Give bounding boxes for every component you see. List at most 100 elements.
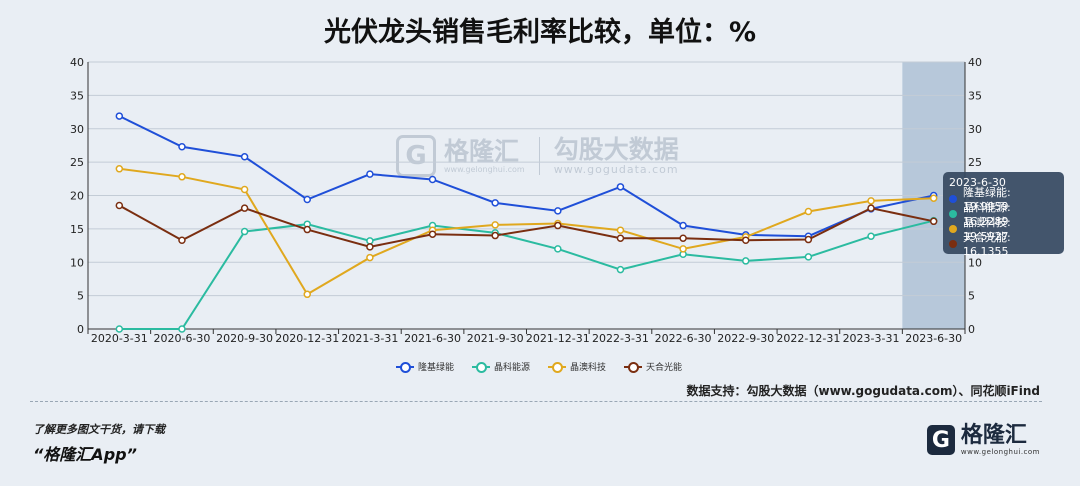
y-tick-label: 25 [70,156,84,169]
tooltip-dot-icon [949,194,957,203]
data-point [742,236,750,244]
data-point [554,221,562,230]
data-point [616,226,625,234]
data-point [804,207,813,216]
y-tick-label: 0 [77,323,84,336]
brand-logo[interactable]: G 格隆汇 www.gelonghui.com [926,422,1040,458]
x-tick-label: 2022-3-31 [592,332,649,345]
chart-legend: 隆基绿能 晶科能源 晶澳科技 天合光能 [396,360,682,373]
logo-url: www.gelonghui.com [960,448,1040,456]
tooltip-row: 天合光能: 16.1355 [949,231,1058,258]
data-point [491,221,499,229]
y-tick-label-right: 25 [968,156,982,169]
data-point [616,183,625,191]
data-point [867,197,875,205]
tooltip-dot-icon [949,239,957,248]
tooltip-text: 晶科能源: 16.2289 [963,201,1011,228]
data-source: 数据支持：勾股大数据（www.gogudata.com）、同花顺iFind [686,384,1040,398]
legend-marker-icon [472,361,491,373]
tooltip-row: 隆基绿能: 19.9959 [949,186,1058,213]
data-point [491,231,499,240]
data-point [115,201,124,210]
tooltip-row: 晶科能源: 16.2289 [949,201,1058,228]
data-point [804,235,813,244]
legend-marker-icon [396,361,414,373]
legend-item[interactable]: 晶澳科技 [548,360,606,373]
watermark: G 格隆汇 www.gelonghui.com 勾股大数据 www.goguda… [396,135,679,177]
tooltip-dot-icon [949,209,957,218]
watermark-separator [538,137,540,175]
data-point [804,253,813,261]
x-tick-label: 2021-12-31 [526,332,590,345]
tooltip-text: 天合光能: 16.1355 [963,231,1011,258]
data-point [867,232,875,240]
x-tick-label: 2022-9-30 [717,332,774,345]
x-tick-label: 2023-3-31 [843,332,900,345]
legend-marker-icon [548,361,567,373]
data-point [178,325,186,333]
divider [30,401,1042,402]
x-tick-label: 2023-6-30 [905,332,962,345]
tooltip-text: 隆基绿能: 19.9959 [963,186,1011,213]
legend-label: 晶科能源 [494,363,531,373]
data-point [679,245,687,253]
data-point [303,225,311,234]
promo-text: 了解更多图文干货，请下载 [33,423,165,436]
data-point [929,194,938,202]
y-tick-label: 40 [70,56,84,69]
y-tick-label-right: 30 [968,123,982,136]
x-tick-label: 2020-12-31 [275,332,339,345]
data-point [679,234,687,242]
legend-item[interactable]: 天合光能 [624,360,682,373]
data-point [240,185,249,194]
data-point [178,236,186,244]
y-tick-label: 5 [77,290,84,303]
data-point [115,325,124,333]
data-point [616,265,625,274]
data-point [240,204,249,212]
data-point [303,195,311,204]
watermark-name-2: 勾股大数据 [553,135,679,164]
y-tick-label-right: 35 [968,89,982,102]
legend-item[interactable]: 晶科能源 [472,360,530,373]
x-tick-label: 2021-3-31 [341,332,398,345]
promo-app-name: “格隆汇App” [33,445,137,464]
x-tick-label: 2020-9-30 [216,332,273,345]
series-line [119,219,934,330]
logo-name: 格隆汇 [960,423,1027,448]
data-point [240,153,249,161]
y-tick-label-right: 5 [968,290,975,303]
data-point [366,243,374,251]
data-point [366,170,374,178]
y-tick-label: 20 [70,190,84,203]
x-tick-label: 2021-9-30 [467,332,524,345]
data-point [115,165,124,173]
data-point [679,221,687,230]
watermark-url: www.gelonghui.com [444,165,525,174]
logo-icon: G [926,425,955,455]
data-point [178,173,186,181]
chart-title: 光伏龙头销售毛利率比较，单位：% [323,17,757,48]
data-point [178,143,186,151]
data-point [115,112,124,120]
tooltip-title: 2023-6-30 [949,176,1006,189]
legend-label: 天合光能 [646,363,683,373]
x-tick-label: 2022-12-31 [776,332,840,345]
legend-item[interactable]: 隆基绿能 [396,360,454,373]
chart-tooltip: 2023-6-30 隆基绿能: 19.9959 晶科能源: 16.2289 晶澳… [943,172,1064,258]
watermark-name: 格隆汇 [444,137,520,166]
y-tick-label-right: 40 [968,56,982,69]
data-point [929,217,938,226]
tooltip-row: 晶澳科技: 19.5927 [949,216,1058,243]
x-tick-label: 2020-6-30 [153,332,210,345]
y-tick-label-right: 0 [968,323,975,336]
tooltip-text: 晶澳科技: 19.5927 [963,216,1011,243]
data-point [240,227,249,236]
data-point [366,237,374,245]
series-line [118,115,934,238]
y-tick-label: 30 [70,123,84,136]
x-tick-label: 2021-6-30 [404,332,461,345]
tooltip-dot-icon [949,224,957,233]
data-point [491,199,499,207]
